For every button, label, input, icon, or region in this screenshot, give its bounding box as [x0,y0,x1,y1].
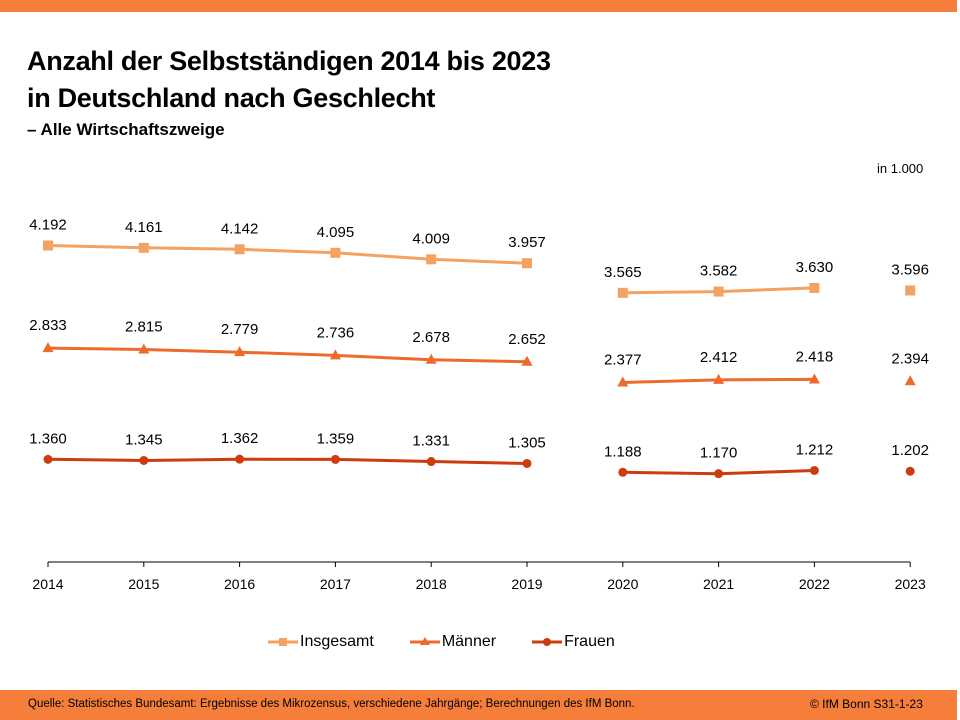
data-label: 1.360 [29,430,67,447]
data-point-marker [905,285,916,296]
legend-item-insgesamt: Insgesamt [268,633,374,651]
series-line [47,346,528,364]
data-point-marker [425,353,437,364]
data-label: 4.009 [412,230,450,247]
data-point-marker [713,373,725,384]
data-label: 2.394 [891,350,929,367]
data-label: 2.815 [125,318,163,335]
data-point-marker [426,457,436,467]
data-label: 4.142 [221,220,259,237]
data-point-marker [426,254,437,265]
copyright-note: © IfM Bonn S31-1-23 [810,697,923,711]
source-note: Quelle: Statistisches Bundesamt: Ergebni… [28,698,635,710]
legend-label: Insgesamt [300,633,374,650]
x-tick-label: 2016 [224,576,255,592]
x-tick-label: 2020 [607,576,638,592]
x-tick-label: 2018 [416,576,447,592]
x-tick-label: 2023 [895,576,926,592]
data-point-marker [330,247,341,258]
x-tick-label: 2014 [32,576,63,592]
data-label: 2.412 [700,349,738,366]
series-frauen [43,454,915,479]
data-point-marker [43,240,53,251]
data-point-marker [617,287,628,298]
data-point-marker [330,454,340,464]
legend: Insgesamt Männer Frauen [268,633,615,651]
line-chart: 2014 2015 2016 2017 2018 2019 2020 2021 2022 2023… [29,217,929,592]
data-label: 2.833 [29,317,67,334]
data-point-marker [905,466,915,476]
data-point-marker [234,244,245,255]
x-tick-label: 2022 [799,576,830,592]
data-point-marker [522,458,532,468]
data-label: 1.212 [796,441,834,458]
data-label: 2.678 [412,329,450,346]
data-point-marker [235,454,245,464]
data-label: 4.095 [317,224,355,241]
chart-title: Anzahl der Selbstständigen 2014 bis 2023… [27,43,551,117]
legend-item-maenner: Männer [409,633,497,651]
x-tick-label: 2017 [320,576,351,592]
data-label: 2.779 [221,321,259,338]
legend-label: Männer [441,633,497,650]
unit-annotation: in 1.000 [877,161,924,176]
legend-label: Frauen [564,633,615,650]
top-accent-bar [0,0,957,12]
footer-bar: Quelle: Statistisches Bundesamt: Ergebni… [0,690,957,720]
data-point-marker [43,454,53,464]
data-label: 1.345 [125,431,163,448]
legend-circle-marker-icon [532,638,563,646]
data-label: 1.331 [412,433,450,450]
data-label: 3.630 [796,259,834,276]
data-label: 3.565 [604,264,642,281]
series-line [47,457,528,465]
legend-item-frauen: Frauen [532,633,615,651]
data-point-marker [808,373,820,384]
data-label: 1.188 [604,443,642,460]
data-label: 1.170 [700,445,738,462]
data-label: 1.359 [317,430,355,447]
data-label: 4.192 [29,217,67,234]
data-point-marker [138,343,150,354]
data-point-marker [809,465,819,475]
data-label: 2.418 [796,348,834,365]
title-line-1: Anzahl der Selbstständigen 2014 bis 2023 [27,46,551,76]
legend-triangle-marker-icon [409,637,440,645]
data-point-marker [138,242,149,253]
series-insgesamt [43,240,916,298]
x-tick-label: 2015 [128,576,159,592]
series-line [47,244,528,265]
data-label: 4.161 [125,219,163,236]
data-point-marker [617,376,629,387]
legend-square-marker-icon [268,638,298,646]
data-label: 1.362 [221,430,259,447]
x-axis: 2014 2015 2016 2017 2018 2019 2020 2021 2022 2023 [32,561,926,592]
data-point-marker [139,455,149,465]
data-point-marker [234,346,246,357]
data-label: 2.377 [604,352,642,369]
data-label: 3.582 [700,263,738,280]
x-tick-label: 2021 [703,576,734,592]
series-layer [42,240,916,479]
data-label: 1.305 [508,434,546,451]
x-tick-label: 2019 [511,576,542,592]
data-label: 3.596 [891,262,929,279]
title-line-2: in Deutschland nach Geschlecht [27,83,436,113]
data-point-marker [522,258,532,269]
data-point-marker [904,375,916,386]
data-point-marker [713,286,724,297]
data-point-marker [809,282,820,293]
chart-subtitle: – Alle Wirtschaftszweige [27,120,225,139]
data-label: 2.652 [508,331,546,348]
data-point-marker [618,467,628,477]
data-label: 2.736 [317,324,355,341]
data-point-marker [329,349,341,360]
data-labels: 4.192 4.161 4.142 4.095 4.009 3.957 3.565 3.582… [29,217,929,462]
data-label: 1.202 [891,442,929,459]
data-label: 3.957 [508,234,546,251]
data-point-marker [714,469,724,479]
data-point-marker [521,355,533,366]
data-point-marker [42,342,54,353]
series-maenner [42,342,916,387]
